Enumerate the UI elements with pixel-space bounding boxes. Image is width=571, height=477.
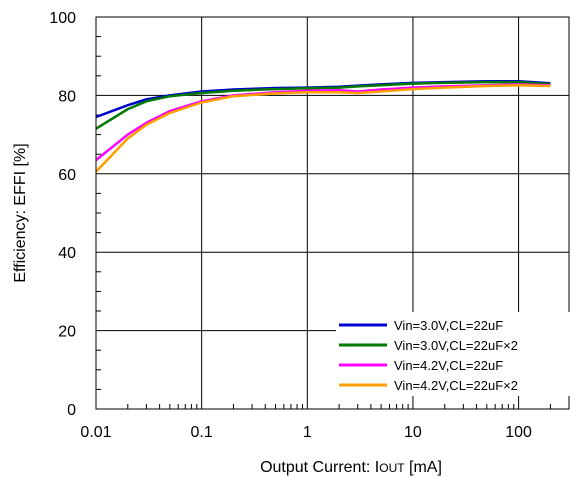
y-tick-label: 0 <box>67 402 76 419</box>
x-tick-label: 10 <box>404 424 422 441</box>
series-line-4 <box>95 83 551 173</box>
minor-ticks <box>96 36 551 409</box>
series-line-2 <box>95 80 551 130</box>
x-axis-title-subscript: OUT <box>379 461 405 475</box>
plot-frame <box>95 16 570 410</box>
y-tick-label: 20 <box>58 324 76 341</box>
legend-label-2: Vin=3.0V,CL=22uF×2 <box>394 338 518 353</box>
y-tick-label: 40 <box>58 245 76 262</box>
legend-label-3: Vin=4.2V,CL=22uF <box>394 358 503 373</box>
legend-label-1: Vin=3.0V,CL=22uF <box>394 318 503 333</box>
y-tick-label: 100 <box>49 10 76 27</box>
x-tick-label: 0.01 <box>80 424 111 441</box>
y-tick-label: 80 <box>58 88 76 105</box>
series-lines <box>95 80 551 173</box>
x-tick-label: 100 <box>505 424 532 441</box>
legend-label-4: Vin=4.2V,CL=22uF×2 <box>394 378 518 393</box>
y-tick-labels: 0 20 40 60 80 100 <box>49 10 76 419</box>
y-tick-label: 60 <box>58 167 76 184</box>
x-tick-label: 1 <box>303 424 312 441</box>
legend: Vin=3.0V,CL=22uF Vin=3.0V,CL=22uF×2 Vin=4.… <box>336 312 571 396</box>
y-axis-title: Efficiency: EFFI [%] <box>12 143 29 282</box>
x-axis-title: Output Current: IOUT [mA] <box>260 459 442 476</box>
x-tick-labels: 0.01 0.1 1 10 100 <box>80 424 532 441</box>
x-tick-label: 0.1 <box>191 424 213 441</box>
